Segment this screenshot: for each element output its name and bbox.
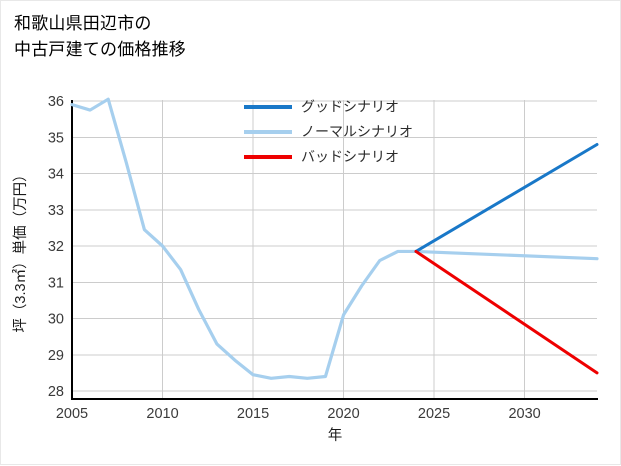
legend-label: バッドシナリオ — [301, 149, 399, 165]
series-line-normal — [70, 97, 599, 380]
y-tick-label: 36 — [48, 94, 64, 110]
y-tick-label: 30 — [48, 312, 64, 328]
y-tick-label: 34 — [48, 167, 64, 183]
legend-label: ノーマルシナリオ — [301, 124, 413, 140]
y-tick-label: 31 — [48, 275, 64, 291]
y-tick-label: 29 — [48, 348, 64, 364]
x-tick-label: 2005 — [56, 406, 88, 422]
x-tick-label: 2020 — [327, 406, 359, 422]
legend-label: グッドシナリオ — [301, 99, 399, 115]
y-axis-label: 坪（3.3㎡）単価（万円） — [12, 167, 29, 332]
x-tick-label: 2030 — [508, 406, 540, 422]
y-tick-label: 32 — [48, 239, 64, 255]
x-axis-label: 年 — [328, 427, 343, 444]
series-line-good — [414, 143, 599, 253]
x-tick-label: 2025 — [418, 406, 450, 422]
series-line-bad — [414, 249, 599, 375]
y-tick-label: 35 — [48, 130, 64, 146]
gridlines — [71, 100, 597, 399]
data-series — [70, 97, 599, 380]
x-axis-ticks: 2005 2010 2015 2020 2025 2030 — [56, 406, 541, 422]
y-axis-ticks: 28 29 30 31 32 33 34 35 36 — [48, 94, 64, 400]
chart-title: 和歌山県田辺市の 中古戸建ての価格推移 — [14, 14, 186, 59]
x-tick-label: 2015 — [237, 406, 269, 422]
y-tick-label: 28 — [48, 384, 64, 400]
x-tick-label: 2010 — [146, 406, 178, 422]
y-tick-label: 33 — [48, 203, 64, 219]
